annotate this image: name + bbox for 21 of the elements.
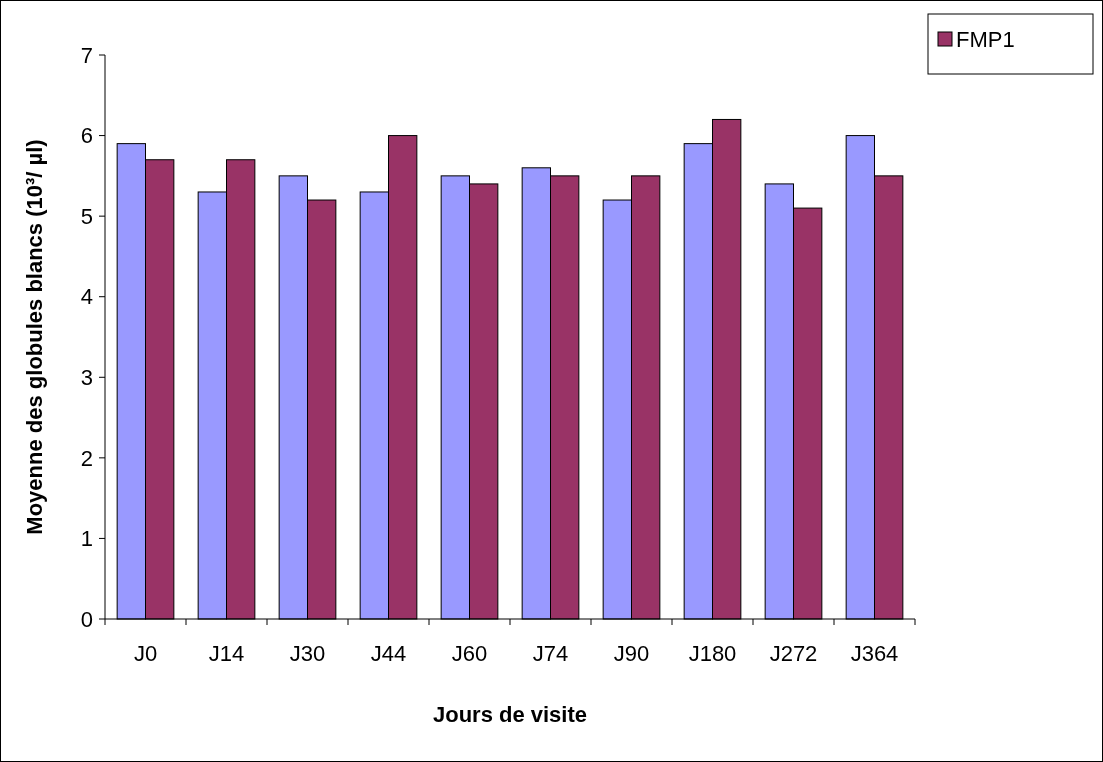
x-tick-label: J272 [769,641,818,666]
legend-label: FMP1 [956,26,1015,52]
x-tick-label: J0 [133,641,158,666]
x-tick-label: J90 [613,641,650,666]
x-tick-label: J74 [532,641,569,666]
y-tick-label: 6 [80,123,93,149]
x-tick-label: J60 [451,641,488,666]
y-tick-label: 0 [80,606,93,632]
x-axis-title: Jours de visite [432,702,588,727]
y-tick-label: 5 [80,203,93,229]
y-tick-label: 7 [80,42,93,68]
y-tick-label: 3 [80,364,93,390]
y-tick-label: 2 [80,445,93,471]
y-tick-label: 1 [80,526,93,552]
x-tick-label: J44 [370,641,407,666]
y-axis-title: Moyenne des globules blancs (10³/ µl) [22,139,47,535]
x-tick-label: J364 [850,641,899,666]
y-tick-label: 4 [80,284,93,310]
x-tick-label: J14 [208,641,245,666]
x-tick-label: J30 [289,641,326,666]
x-tick-label: J180 [688,641,737,666]
